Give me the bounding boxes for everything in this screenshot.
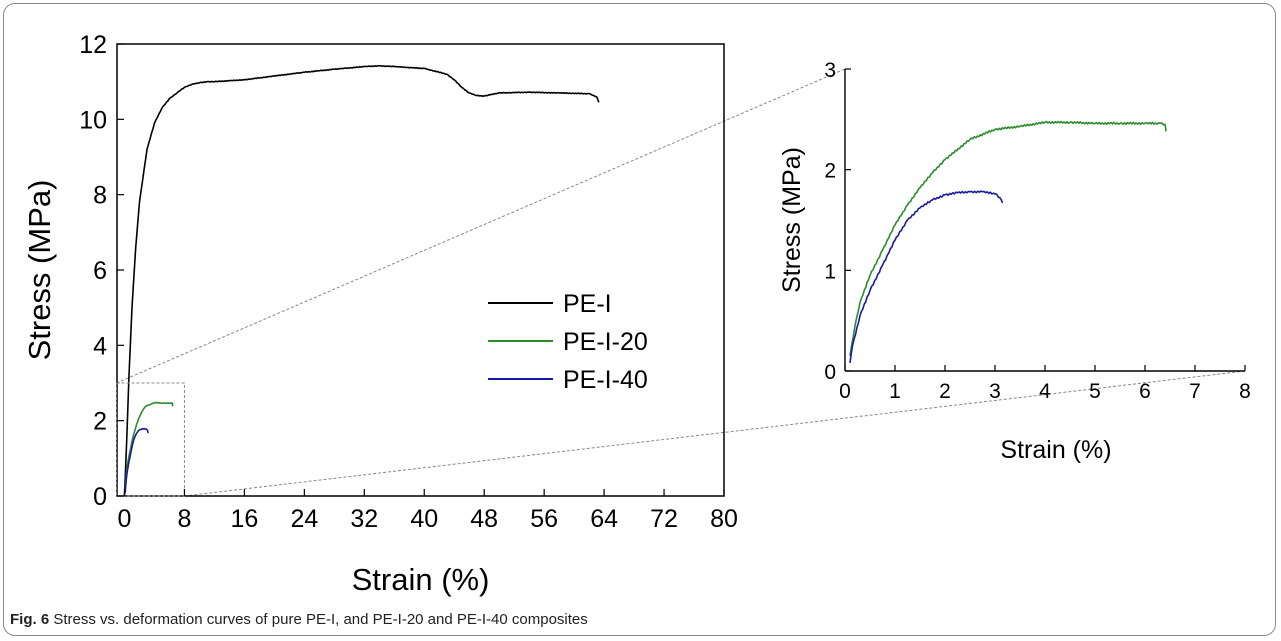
main-series-line-pe-i-20 — [124, 401, 174, 491]
main-x-tick-label: 56 — [530, 505, 558, 533]
inset-y-tick-label: 2 — [824, 160, 836, 183]
inset-y-tick-label: 3 — [824, 59, 836, 82]
main-y-tick-label: 4 — [93, 332, 107, 360]
legend: PE-I PE-I-20 PE-I-40 — [488, 290, 648, 394]
inset-x-tick-label: 4 — [1039, 380, 1051, 403]
main-x-tick-label: 72 — [650, 505, 678, 533]
main-series-group — [123, 64, 600, 497]
legend-label: PE-I-40 — [563, 366, 648, 394]
main-x-tick-label: 32 — [350, 505, 378, 533]
main-x-tick-label: 48 — [470, 505, 498, 533]
main-y-tick-label: 0 — [93, 483, 107, 511]
inset-y-tick-label: 1 — [824, 260, 836, 283]
main-axes-frame — [116, 43, 725, 497]
zoom-connector-bottom — [184, 370, 1246, 497]
main-y-tick-label: 6 — [93, 257, 107, 285]
caption-text: Stress vs. deformation curves of pure PE… — [53, 611, 588, 628]
main-x-tick-label: 8 — [177, 505, 191, 533]
inset-series-line-1 — [849, 190, 1004, 364]
inset-x-tick-label: 0 — [839, 380, 851, 403]
inset-x-tick-label: 6 — [1139, 380, 1151, 403]
main-x-tick-label: 24 — [290, 505, 318, 533]
main-y-tick-label: 2 — [93, 408, 107, 436]
inset-x-tick-label: 7 — [1189, 380, 1201, 403]
inset-x-tick-label: 2 — [939, 380, 951, 403]
figure-frame — [3, 3, 1276, 636]
main-y-tick-label: 10 — [79, 106, 107, 134]
figure-caption: Fig. 6 Stress vs. deformation curves of … — [10, 611, 588, 628]
main-x-tick-label: 16 — [230, 505, 258, 533]
inset-y-tick-label: 0 — [824, 361, 836, 384]
legend-label: PE-I-20 — [563, 328, 648, 356]
inset-x-tick-label: 5 — [1089, 380, 1101, 403]
main-series-line-pe-i — [123, 64, 600, 497]
main-x-tick-label: 40 — [410, 505, 438, 533]
main-series-line-pe-i-40 — [124, 427, 149, 494]
inset-x-tick-label: 3 — [989, 380, 1001, 403]
main-x-axis-label: Strain (%) — [352, 562, 490, 597]
main-x-tick-label: 64 — [590, 505, 618, 533]
inset-x-tick-label: 8 — [1239, 380, 1251, 403]
inset-series-line-0 — [849, 120, 1167, 357]
caption-label: Fig. 6 — [10, 611, 50, 628]
inset-x-axis-label: Strain (%) — [1000, 436, 1111, 464]
main-y-tick-label: 8 — [93, 182, 107, 210]
main-y-axis-label: Stress (MPa) — [22, 180, 57, 361]
inset-chart: 0 1 2 3 4 5 6 7 8 0 1 2 3 Strain (%) Stress (MPa) — [778, 59, 1251, 464]
inset-axes — [844, 69, 1245, 372]
inset-series-group — [849, 120, 1167, 364]
zoom-box — [115, 382, 185, 497]
main-x-tick-label: 0 — [118, 505, 132, 533]
main-x-tick-label: 80 — [710, 505, 738, 533]
inset-y-axis-label: Stress (MPa) — [778, 147, 806, 293]
zoom-connectors — [116, 68, 1246, 497]
zoom-connector-top — [116, 68, 846, 384]
inset-x-tick-label: 1 — [889, 380, 901, 403]
inset-ticks: 0 1 2 3 4 5 6 7 8 0 1 2 3 — [824, 59, 1251, 403]
main-y-tick-label: 12 — [79, 31, 107, 59]
legend-label: PE-I — [563, 290, 612, 318]
